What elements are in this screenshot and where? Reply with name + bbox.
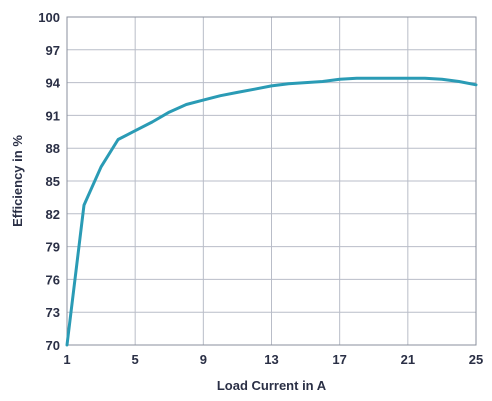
y-tick-label: 94 xyxy=(46,76,61,91)
y-tick-label: 76 xyxy=(46,272,60,287)
x-tick-label: 17 xyxy=(332,352,346,367)
series-group xyxy=(65,76,478,347)
y-tick-label: 100 xyxy=(38,10,60,25)
efficiency-series-line xyxy=(65,76,478,347)
x-tick-label: 13 xyxy=(264,352,278,367)
grid xyxy=(66,16,477,346)
x-tick-label: 5 xyxy=(132,352,139,367)
y-tick-label: 70 xyxy=(46,338,60,353)
x-axis-ticks: 1 5 9 13 17 21 25 xyxy=(63,352,483,367)
y-tick-label: 82 xyxy=(46,207,60,222)
y-tick-label: 97 xyxy=(46,43,60,58)
y-tick-label: 91 xyxy=(46,108,60,123)
x-axis-label: Load Current in A xyxy=(217,378,327,393)
y-tick-label: 79 xyxy=(46,240,60,255)
y-tick-label: 73 xyxy=(46,305,60,320)
x-tick-label: 9 xyxy=(200,352,207,367)
y-axis-ticks: 70 73 76 79 82 85 88 91 94 97 100 xyxy=(38,10,60,353)
plot-frame xyxy=(66,16,477,346)
x-tick-label: 1 xyxy=(63,352,70,367)
x-tick-label: 25 xyxy=(469,352,483,367)
y-tick-label: 88 xyxy=(46,141,60,156)
y-axis-label: Efficiency in % xyxy=(10,135,25,227)
y-tick-label: 85 xyxy=(46,174,60,189)
x-tick-label: 21 xyxy=(401,352,415,367)
